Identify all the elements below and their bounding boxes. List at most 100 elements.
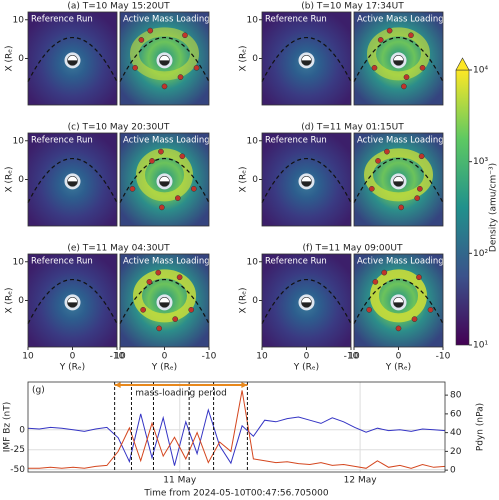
y-axis-label: X (Rₑ) <box>5 287 15 313</box>
mass-source <box>149 158 155 164</box>
y-tick-label: 0 <box>18 175 24 185</box>
x-tick-label: -10 <box>344 352 359 362</box>
plot-frame <box>27 381 446 473</box>
earth-night <box>393 60 404 66</box>
x-tick-label: 10 <box>348 352 360 362</box>
y2-tick-label: 0 <box>450 466 456 476</box>
mass-source <box>177 74 184 80</box>
mass-source <box>156 325 163 332</box>
mass-source <box>416 274 422 281</box>
x-axis-label: Y (Rₑ) <box>59 363 85 373</box>
x-tick-label: 10 <box>256 352 268 362</box>
mass-source <box>372 279 379 285</box>
y2-tick-label: 60 <box>450 409 462 419</box>
y-tick-label: -50 <box>10 465 25 475</box>
mass-source <box>161 83 168 90</box>
map-frame <box>353 132 444 227</box>
panel-label: (g) <box>32 386 45 396</box>
x-tick-label: -10 <box>110 352 125 362</box>
mass-source <box>377 37 384 43</box>
run-label: Active Mass Loading <box>123 15 210 25</box>
bow-shock <box>353 37 444 83</box>
panel-title: (b) T=10 May 17:34UT <box>301 2 404 12</box>
mass-source <box>176 274 183 281</box>
x-tick-label: 0 <box>70 352 76 362</box>
series-line <box>27 408 446 466</box>
y-tick-label: 0 <box>18 296 24 306</box>
map-frame <box>119 132 210 227</box>
mass-source <box>381 269 388 276</box>
earth-night <box>67 181 78 187</box>
y-tick-label: 0 <box>252 54 258 64</box>
mass-source <box>129 185 136 192</box>
colorbar-label: Density (amu/cm⁻³) <box>489 163 499 252</box>
run-label: Reference Run <box>265 15 327 25</box>
y-tick-label: 10 <box>247 136 259 146</box>
y-tick-label: 10 <box>13 15 25 25</box>
bow-shock <box>119 37 210 83</box>
bow-shock <box>353 279 444 325</box>
mass-source <box>188 306 195 313</box>
run-label: Reference Run <box>265 257 327 267</box>
mass-source <box>146 279 153 285</box>
x-axis-label: Y (Rₑ) <box>151 363 177 373</box>
run-label: Active Mass Loading <box>357 15 444 25</box>
series-line <box>28 390 446 469</box>
y-tick-label: 10 <box>247 257 259 267</box>
high-density <box>130 27 199 81</box>
x-tick-label: 11 May <box>163 476 197 486</box>
mass-source <box>158 204 165 211</box>
run-label: Reference Run <box>31 257 93 267</box>
earth-night <box>301 60 312 66</box>
earth-night <box>67 60 78 66</box>
panel-title: (d) T=11 May 01:15UT <box>301 123 404 133</box>
period-label: mass-loading period <box>135 389 227 399</box>
mass-source <box>386 27 393 34</box>
mass-source <box>140 306 146 313</box>
colorbar-tick-label: 10¹ <box>473 341 488 351</box>
mass-source <box>403 74 410 80</box>
bow-shock <box>27 158 118 204</box>
mass-source <box>418 153 425 160</box>
mass-source <box>138 37 145 43</box>
y2-axis-label: Pdyn (nPa) <box>476 403 486 451</box>
earth-night <box>159 302 170 308</box>
mass-source <box>419 64 426 71</box>
y-tick-label: 10 <box>247 15 259 25</box>
mass-source <box>182 32 188 39</box>
earth-night <box>159 181 170 187</box>
map-frame <box>353 11 444 106</box>
mass-source <box>395 325 402 332</box>
colorbar-extend <box>455 57 470 71</box>
mass-source <box>155 269 162 276</box>
y-tick-label: -25 <box>10 445 25 455</box>
y-tick-label: 10 <box>13 136 25 146</box>
high-density <box>364 148 433 202</box>
y-tick-label: 0 <box>252 296 258 306</box>
run-label: Reference Run <box>265 136 327 146</box>
mass-source <box>175 195 181 201</box>
run-label: Active Mass Loading <box>123 257 210 267</box>
bow-shock <box>353 158 444 204</box>
high-density <box>370 269 427 323</box>
mass-source <box>158 148 164 155</box>
y-tick-label: 0 <box>252 175 258 185</box>
y-tick-label: 0 <box>19 425 25 435</box>
y-axis-label: X (Rₑ) <box>5 45 15 71</box>
earth-night <box>301 302 312 308</box>
colorbar-tick-label: 10³ <box>473 157 488 167</box>
x-tick-label: 10 <box>114 352 126 362</box>
x-tick-label: -10 <box>436 352 451 362</box>
run-label: Active Mass Loading <box>357 257 444 267</box>
mass-source <box>191 185 197 192</box>
mass-source <box>417 185 423 192</box>
mass-source <box>172 316 179 322</box>
high-density <box>136 148 193 202</box>
mass-source <box>398 204 405 211</box>
earth-night <box>393 181 404 187</box>
run-label: Reference Run <box>31 136 93 146</box>
mass-source <box>411 316 418 322</box>
mass-source <box>384 148 390 155</box>
panel-title: (a) T=10 May 15:20UT <box>67 2 170 12</box>
x-axis-label: Y (Rₑ) <box>293 363 319 373</box>
